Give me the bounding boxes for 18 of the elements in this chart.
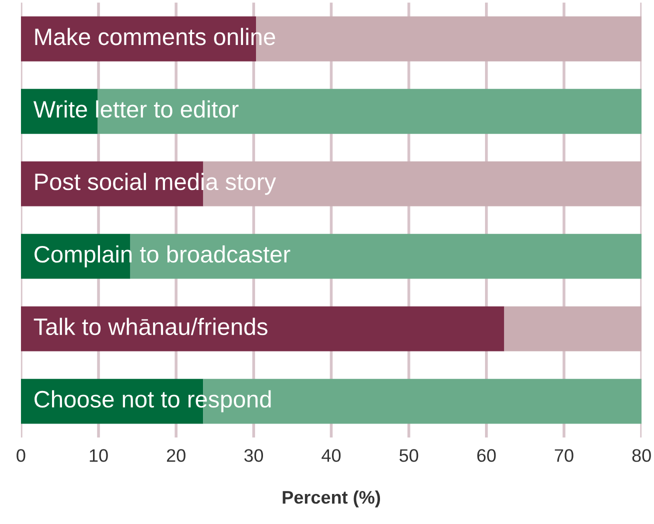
x-tick-label: 20 (166, 449, 186, 462)
x-axis-title: Percent (%) (282, 490, 380, 508)
x-tick-label: 70 (554, 449, 574, 462)
x-tick-label: 30 (244, 449, 264, 462)
bar (98, 88, 642, 134)
bar (504, 306, 642, 352)
bar (20, 234, 130, 279)
bar (20, 306, 504, 352)
bar (130, 234, 642, 279)
x-tick-label: 80 (632, 449, 651, 462)
x-tick-label: 40 (322, 449, 341, 462)
y-tick-label: Complain to broadcaster (34, 245, 290, 268)
bar (20, 88, 98, 134)
x-tick-label: 50 (400, 449, 418, 462)
x-tick-label: 60 (477, 449, 496, 462)
y-tick-label: Talk to whānau/friends (34, 318, 268, 336)
x-tick-label: 10 (90, 449, 108, 462)
x-tick-label: 0 (16, 449, 26, 462)
